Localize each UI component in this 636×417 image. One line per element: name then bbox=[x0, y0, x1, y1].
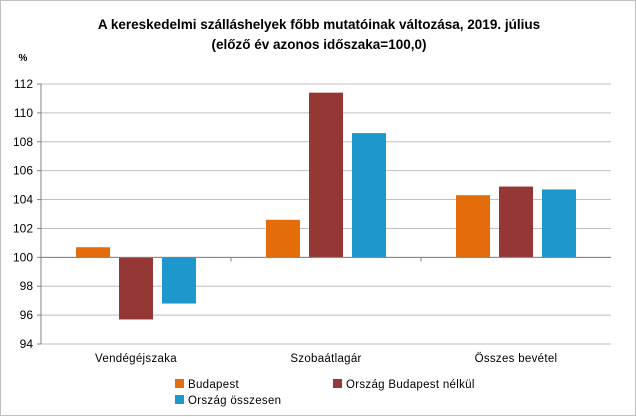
bar-1-3 bbox=[456, 195, 490, 258]
category-label: Vendégéjszaka bbox=[95, 353, 177, 365]
y-axis-unit: % bbox=[19, 53, 28, 64]
bar-2-2 bbox=[309, 92, 343, 258]
legend-label: Ország összesen bbox=[188, 395, 281, 407]
y-tick-label: 104 bbox=[13, 193, 33, 207]
bar-2-3 bbox=[499, 186, 533, 258]
axes bbox=[37, 83, 611, 345]
y-tick-label: 94 bbox=[20, 337, 34, 351]
y-tick-label: 100 bbox=[13, 250, 33, 264]
bars bbox=[76, 92, 576, 320]
category-labels: Vendégéjszaka Szobaátlagár Összes bevétel bbox=[95, 353, 557, 365]
y-tick-label: 112 bbox=[14, 77, 33, 91]
bar-1-2 bbox=[266, 219, 300, 258]
legend-label: Ország Budapest nélkül bbox=[346, 379, 475, 391]
legend: Budapest Ország Budapest nélkül Ország öss… bbox=[175, 379, 475, 407]
y-tick-label: 102 bbox=[13, 221, 33, 235]
y-tick-labels: 94 96 98 100 102 104 106 108 110 112 bbox=[13, 77, 33, 351]
legend-swatch bbox=[175, 379, 184, 388]
category-label: Szobaátlagár bbox=[290, 353, 361, 365]
category-label: Összes bevétel bbox=[475, 353, 558, 365]
legend-label: Budapest bbox=[188, 379, 239, 391]
bar-3-1 bbox=[162, 257, 196, 304]
legend-swatch bbox=[175, 395, 184, 404]
y-tick-label: 106 bbox=[13, 164, 33, 178]
bar-3-2 bbox=[352, 133, 386, 258]
chart-title-line2: (előző év azonos időszaka=100,0) bbox=[212, 37, 427, 52]
legend-swatch bbox=[333, 379, 342, 388]
y-tick-label: 98 bbox=[20, 279, 34, 293]
bar-2-1 bbox=[119, 257, 153, 320]
y-tick-label: 110 bbox=[14, 106, 33, 120]
y-tick-label: 108 bbox=[13, 135, 33, 149]
bar-1-1 bbox=[76, 247, 110, 258]
y-tick-label: 96 bbox=[20, 308, 34, 322]
chart-title-line1: A kereskedelmi szálláshelyek főbb mutató… bbox=[98, 17, 540, 32]
bar-3-3 bbox=[542, 189, 576, 258]
